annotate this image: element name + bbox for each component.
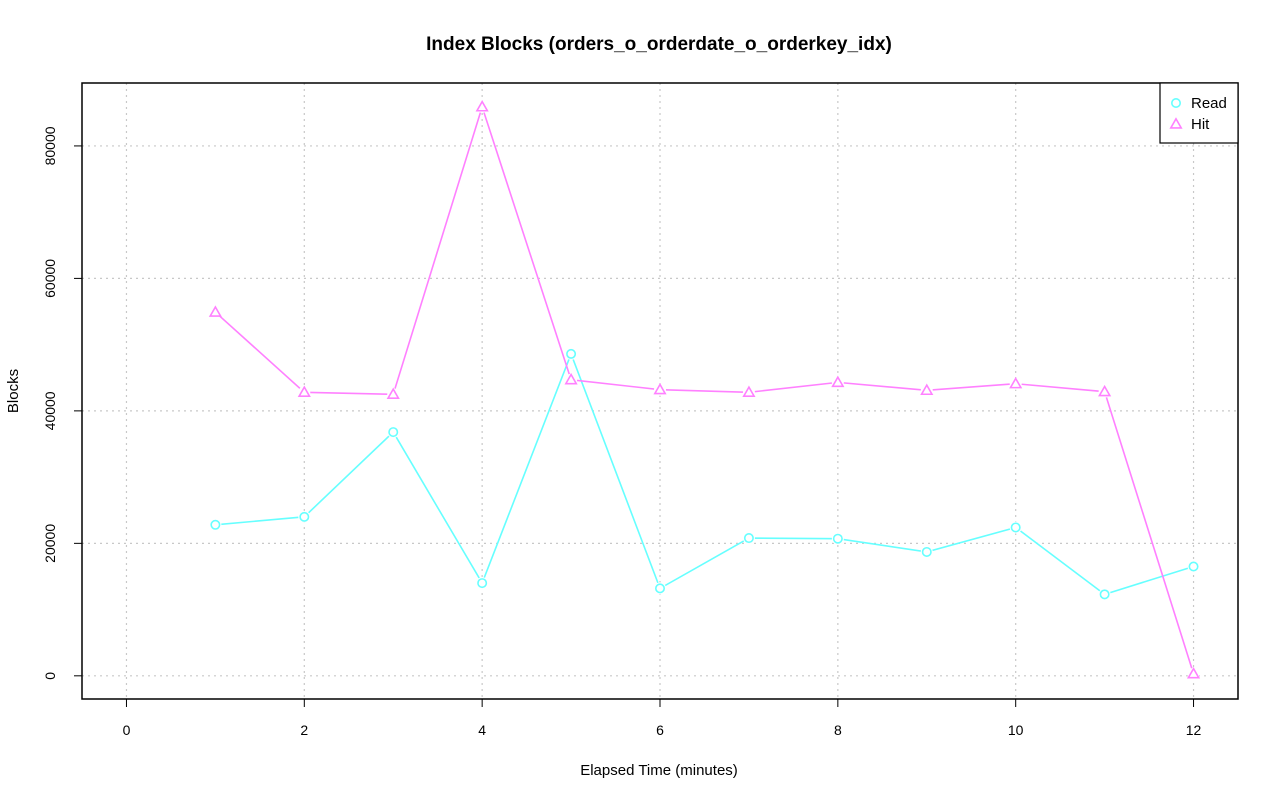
x-tick-label: 0 — [123, 722, 131, 738]
data-point-read — [299, 511, 310, 522]
data-point-hit — [386, 387, 400, 400]
data-point-hit — [1009, 376, 1023, 389]
x-tick-label: 10 — [1008, 722, 1024, 738]
chart-title: Index Blocks (orders_o_orderdate_o_order… — [426, 34, 892, 55]
data-point-hit — [1186, 667, 1201, 679]
marker-gap — [298, 386, 311, 399]
series-line-hit — [214, 104, 1195, 675]
axis-layer: 0 2 4 6 8 10 12 0 20000 40000 60000 80000 — [42, 126, 1202, 738]
marker-gap — [387, 388, 400, 401]
x-axis-label: Elapsed Time (minutes) — [580, 762, 738, 779]
marker-gap — [654, 383, 666, 396]
x-tick-label: 8 — [834, 722, 842, 738]
data-point-read — [210, 519, 221, 530]
y-axis-label: Blocks — [5, 369, 22, 413]
data-point-hit — [475, 100, 489, 112]
data-point-read — [388, 427, 399, 438]
data-point-read — [921, 546, 932, 557]
data-point-read — [1010, 522, 1021, 533]
data-point-hit — [742, 385, 756, 398]
y-tick-label: 60000 — [42, 259, 58, 298]
y-tick-label: 40000 — [42, 391, 58, 430]
data-point-hit — [831, 375, 845, 388]
marker-gap — [831, 376, 844, 389]
legend-box — [1159, 82, 1239, 144]
marker-gap — [1187, 667, 1200, 680]
x-tick-label: 4 — [478, 722, 486, 738]
y-tick-label: 20000 — [42, 524, 58, 563]
data-point-hit — [653, 382, 667, 395]
x-tick-label: 12 — [1186, 722, 1202, 738]
marker-gap — [476, 100, 489, 113]
legend-marker-read — [1171, 98, 1182, 109]
y-tick-label: 80000 — [42, 126, 58, 165]
data-point-read — [1188, 561, 1199, 572]
data-point-read — [477, 578, 488, 589]
series-layer — [208, 100, 1201, 680]
marker-gap — [1098, 385, 1111, 398]
data-point-read — [566, 348, 577, 359]
y-tick-label: 0 — [42, 672, 58, 680]
marker-gap — [209, 306, 222, 319]
marker-gap — [920, 384, 933, 397]
data-point-hit — [208, 305, 222, 317]
legend-items: Read Hit — [1169, 95, 1227, 133]
data-point-read — [832, 533, 843, 544]
data-point-hit — [297, 385, 311, 398]
marker-gap — [742, 386, 755, 399]
legend-label-hit: Hit — [1191, 116, 1210, 133]
data-point-read — [1099, 589, 1110, 600]
legend-label-read: Read — [1191, 95, 1227, 112]
x-tick-label: 2 — [300, 722, 308, 738]
data-point-hit — [1098, 384, 1112, 397]
legend: Read Hit — [1159, 82, 1239, 144]
x-tick-label: 6 — [656, 722, 664, 738]
data-point-read — [743, 533, 754, 544]
marker-gap — [565, 373, 578, 386]
series-line-read — [215, 351, 1194, 596]
marker-gap — [1009, 377, 1022, 390]
data-point-read — [654, 583, 665, 594]
data-point-hit — [920, 383, 934, 396]
legend-marker-hit — [1169, 117, 1183, 129]
data-point-hit — [564, 372, 578, 385]
